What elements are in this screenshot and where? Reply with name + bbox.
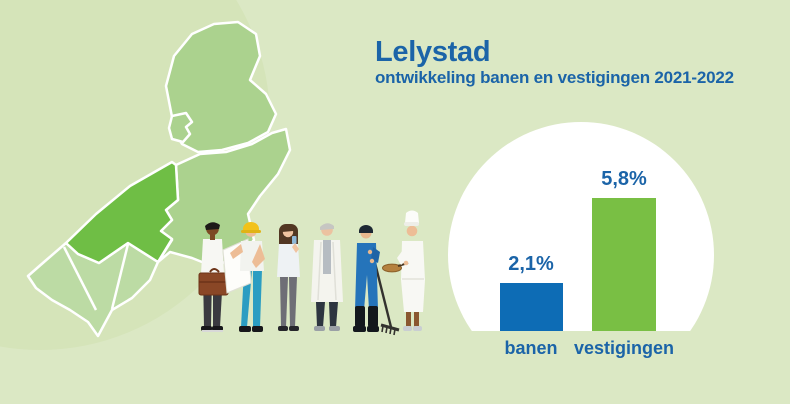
page-title: Lelystad bbox=[375, 36, 491, 68]
bar-chart: 2,1% 5,8% bbox=[448, 122, 714, 331]
map-border-line bbox=[62, 246, 98, 311]
workers-group bbox=[198, 210, 425, 336]
map-region-urk bbox=[167, 111, 194, 144]
category-label-vestigingen: vestigingen bbox=[573, 338, 675, 358]
chart-circle-background bbox=[448, 122, 714, 331]
bar-vestigingen bbox=[592, 198, 656, 331]
page-subtitle: ontwikkeling banen en vestigingen 2021-2… bbox=[375, 68, 734, 87]
office-woman-icon bbox=[277, 224, 300, 331]
map-border-line bbox=[110, 243, 130, 310]
construction-worker-with-plans-icon bbox=[222, 222, 265, 332]
flevoland-map bbox=[26, 20, 292, 338]
doctor-lab-coat-icon bbox=[311, 223, 343, 331]
businessman-with-briefcase-icon bbox=[198, 222, 229, 332]
gardener-blue-overalls-rake-icon bbox=[353, 225, 400, 336]
bar-value-vestigingen: 5,8% bbox=[601, 168, 647, 190]
map-region-lelystad-highlighted bbox=[64, 160, 180, 265]
map-region-noordoostpolder bbox=[164, 20, 278, 154]
category-label-banen: banen bbox=[504, 338, 558, 358]
bar-banen bbox=[500, 282, 563, 331]
chef-with-pan-icon bbox=[382, 210, 425, 331]
bar-value-banen: 2,1% bbox=[508, 252, 554, 275]
